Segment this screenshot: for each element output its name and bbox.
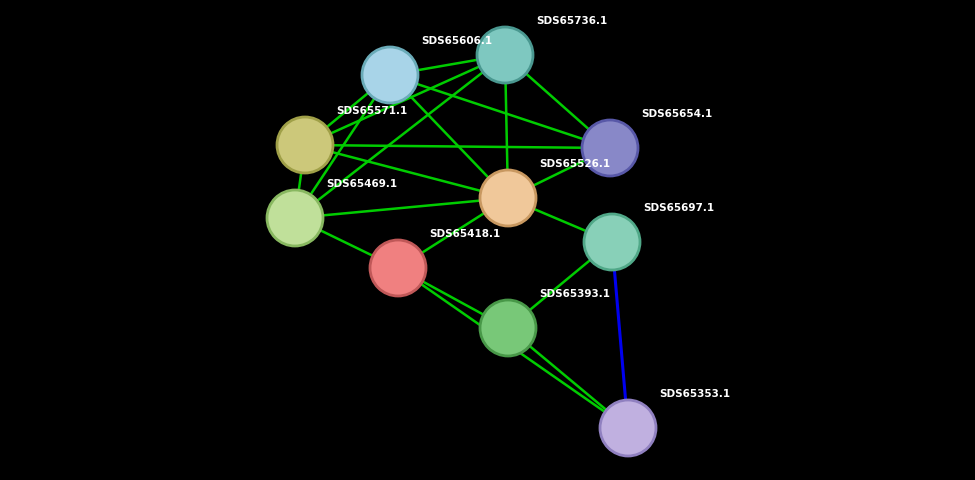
Circle shape	[370, 240, 426, 296]
Circle shape	[600, 400, 656, 456]
Text: SDS65393.1: SDS65393.1	[539, 289, 610, 299]
Circle shape	[277, 117, 333, 173]
Circle shape	[362, 47, 418, 103]
Text: SDS65469.1: SDS65469.1	[326, 179, 397, 189]
Text: SDS65606.1: SDS65606.1	[421, 36, 492, 46]
Circle shape	[584, 214, 640, 270]
Circle shape	[480, 300, 536, 356]
Text: SDS65526.1: SDS65526.1	[539, 159, 610, 169]
Text: SDS65353.1: SDS65353.1	[659, 389, 730, 399]
Circle shape	[267, 190, 323, 246]
Text: SDS65571.1: SDS65571.1	[336, 106, 408, 116]
Circle shape	[480, 170, 536, 226]
Circle shape	[582, 120, 638, 176]
Text: SDS65654.1: SDS65654.1	[641, 109, 713, 119]
Text: SDS65418.1: SDS65418.1	[429, 229, 500, 239]
Text: SDS65697.1: SDS65697.1	[643, 203, 714, 213]
Text: SDS65736.1: SDS65736.1	[536, 16, 607, 26]
Circle shape	[477, 27, 533, 83]
